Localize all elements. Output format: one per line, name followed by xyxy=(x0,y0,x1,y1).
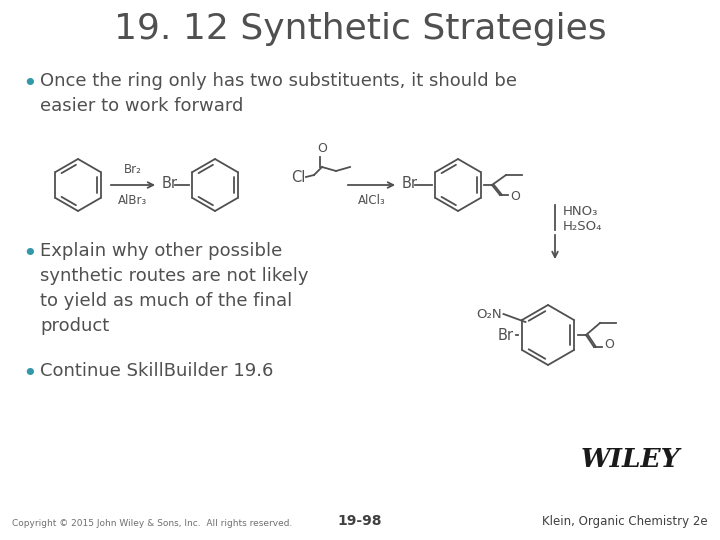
Text: •: • xyxy=(22,242,37,266)
Text: Continue SkillBuilder 19.6: Continue SkillBuilder 19.6 xyxy=(40,362,274,380)
Text: O: O xyxy=(604,339,614,352)
Text: AlBr₃: AlBr₃ xyxy=(118,194,148,207)
Text: 19-98: 19-98 xyxy=(338,514,382,528)
Text: O: O xyxy=(317,142,327,155)
Text: 19. 12 Synthetic Strategies: 19. 12 Synthetic Strategies xyxy=(114,12,606,46)
Text: •: • xyxy=(22,72,37,96)
Text: Br: Br xyxy=(498,327,514,342)
Text: Br: Br xyxy=(162,177,178,192)
Text: H₂SO₄: H₂SO₄ xyxy=(563,220,603,233)
Text: Br: Br xyxy=(402,177,418,192)
Text: HNO₃: HNO₃ xyxy=(563,205,598,218)
Text: O: O xyxy=(510,191,520,204)
Text: •: • xyxy=(22,362,37,386)
Text: Br₂: Br₂ xyxy=(124,163,142,176)
Text: Explain why other possible
synthetic routes are not likely
to yield as much of t: Explain why other possible synthetic rou… xyxy=(40,242,308,335)
Text: AlCl₃: AlCl₃ xyxy=(358,194,385,207)
Text: WILEY: WILEY xyxy=(580,447,680,472)
Text: O₂N: O₂N xyxy=(476,307,502,321)
Text: Cl: Cl xyxy=(292,170,306,185)
Text: Once the ring only has two substituents, it should be
easier to work forward: Once the ring only has two substituents,… xyxy=(40,72,517,115)
Text: Copyright © 2015 John Wiley & Sons, Inc.  All rights reserved.: Copyright © 2015 John Wiley & Sons, Inc.… xyxy=(12,519,292,528)
Text: Klein, Organic Chemistry 2e: Klein, Organic Chemistry 2e xyxy=(542,515,708,528)
